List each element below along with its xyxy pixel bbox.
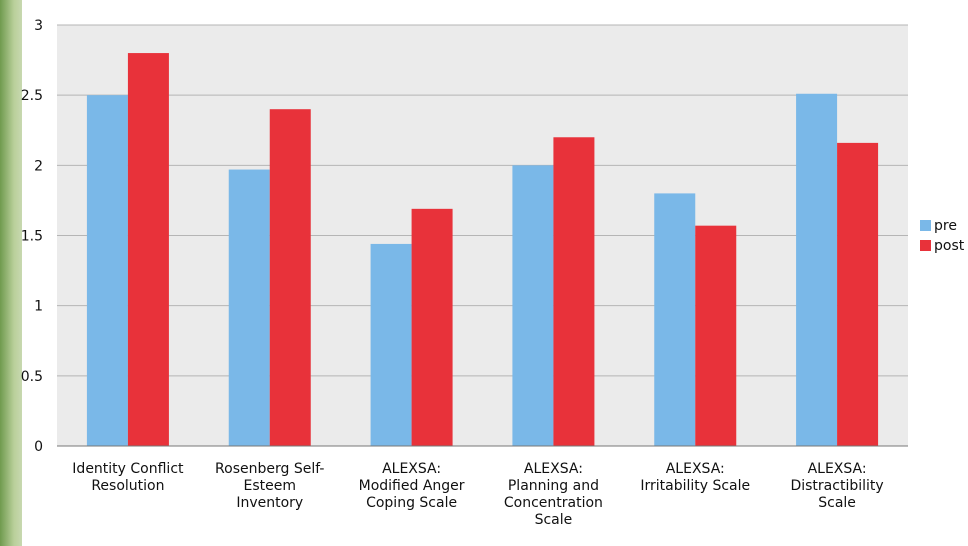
y-tick-label: 1.5	[21, 229, 43, 245]
y-tick-label: 0	[34, 439, 43, 455]
x-tick-label: ALEXSA: Planning and Concentration Scale	[504, 461, 603, 528]
bar-pre	[512, 165, 554, 447]
legend-label-pre: pre	[934, 218, 957, 234]
x-tick-label-line: Esteem	[244, 478, 297, 494]
gridlines	[57, 24, 908, 377]
x-tick-label-line: Concentration	[504, 495, 603, 511]
bar-post	[127, 53, 169, 447]
x-tick-label-line: Rosenberg Self-	[215, 461, 324, 477]
bar-pre	[796, 93, 838, 446]
x-tick-label-line: Resolution	[91, 478, 164, 494]
x-tick-label-line: Planning and	[508, 478, 599, 494]
x-tick-label: Identity Conflict Resolution	[72, 461, 184, 494]
bar-post	[695, 225, 737, 446]
x-tick-label-line: Scale	[818, 495, 856, 511]
x-tick-label-line: Coping Scale	[366, 495, 457, 511]
bar-pre	[86, 95, 128, 447]
x-tick-label: Rosenberg Self-Esteem Inventory	[215, 461, 324, 511]
bar-post	[553, 137, 595, 446]
bar-post	[269, 109, 311, 446]
x-tick-label-line: Irritability Scale	[640, 478, 750, 494]
x-tick-label-line: ALEXSA:	[808, 461, 867, 477]
x-tick-label-line: Scale	[535, 512, 573, 528]
bars	[86, 53, 879, 447]
y-tick-label: 3	[34, 18, 43, 34]
bar-pre	[228, 169, 270, 446]
x-tick-label: ALEXSA: Irritability Scale	[640, 461, 750, 494]
legend-label-post: post	[934, 238, 965, 254]
x-tick-label: ALEXSA: Distractibility Scale	[790, 461, 883, 511]
legend-swatch-pre	[920, 220, 931, 231]
bar-post	[411, 208, 453, 446]
x-tick-label-line: Distractibility	[790, 478, 883, 494]
x-tick-label-line: ALEXSA:	[666, 461, 725, 477]
y-tick-label: 1	[34, 299, 43, 315]
bar-post	[837, 142, 879, 446]
x-tick-label-line: ALEXSA:	[382, 461, 441, 477]
x-tick-label-line: ALEXSA:	[524, 461, 583, 477]
x-tick-label-line: Identity Conflict	[72, 461, 184, 477]
bar-pre	[654, 193, 696, 446]
bar-pre	[370, 243, 412, 446]
x-tick-label: ALEXSA: Modified Anger Coping Scale	[359, 461, 465, 511]
y-tick-label: 2	[34, 158, 43, 174]
x-axis-ticks: Identity Conflict Resolution Rosenberg Sel…	[72, 461, 883, 528]
x-tick-label-line: Modified Anger	[359, 478, 465, 494]
y-tick-label: 2.5	[21, 88, 43, 104]
x-tick-label-line: Inventory	[236, 495, 303, 511]
legend-swatch-post	[920, 240, 931, 251]
y-axis-ticks: 0 0.5 1 1.5 2 2.5 3	[21, 18, 43, 455]
legend: pre post	[920, 218, 965, 254]
y-tick-label: 0.5	[21, 369, 43, 385]
